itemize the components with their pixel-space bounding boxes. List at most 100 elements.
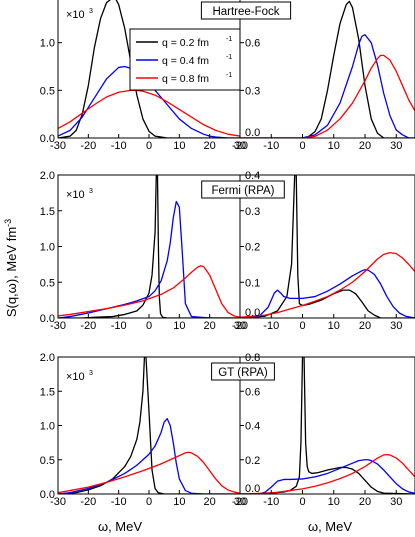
legend-label: q = 0.8 fm xyxy=(162,73,209,85)
x-tick-label: -10 xyxy=(263,496,279,508)
y-tick-label: 0.2 xyxy=(245,455,260,467)
y-tick-label: 1.5 xyxy=(40,386,55,398)
row-label-box xyxy=(200,1,292,20)
x-tick-label: -20 xyxy=(232,496,248,508)
row-label-box xyxy=(201,180,285,199)
x-tick-label: 10 xyxy=(173,320,185,332)
x-tick-label: 0 xyxy=(146,496,152,508)
x-tick-label: 30 xyxy=(390,140,402,152)
y-tick-label: 0.0 xyxy=(245,127,260,139)
y-tick-label: 0.4 xyxy=(245,170,260,182)
series-line xyxy=(58,175,240,318)
y-tick-label: 0.5 xyxy=(40,85,55,97)
x-tick-label: 10 xyxy=(328,496,340,508)
row-label-box xyxy=(211,362,275,381)
x-tick-label: -20 xyxy=(232,140,248,152)
y-tick-label: 0.0 xyxy=(245,483,260,495)
y-tick-label: 0.0 xyxy=(40,133,55,145)
x-tick-label: 30 xyxy=(390,496,402,508)
x-tick-label: 30 xyxy=(234,140,246,152)
x-tick-label: -30 xyxy=(50,140,66,152)
y-tick-label: 0.0 xyxy=(245,307,260,319)
x-tick-label: 0 xyxy=(299,496,305,508)
series-line xyxy=(58,200,240,318)
x-axis-label-right: ω, MeV xyxy=(308,519,352,534)
panel: -30 -20 -10 0 10 20 30 0.0 0.5 1.0 ×10 3 xyxy=(40,0,246,152)
series-line xyxy=(58,0,240,138)
y-tick-label: 0.0 xyxy=(40,489,55,501)
x-tick-label: -20 xyxy=(80,320,96,332)
legend-label: q = 0.4 fm xyxy=(162,55,209,67)
x-axis-label-left: ω, MeV xyxy=(98,519,142,534)
y-tick-label: 0.6 xyxy=(245,386,260,398)
y-tick-label: 0.5 xyxy=(40,455,55,467)
x-tick-label: 30 xyxy=(390,320,402,332)
series-line xyxy=(58,357,240,494)
y-tick-label: 0.1 xyxy=(245,277,260,289)
panel: -20 -10 0 10 20 300.00.30.6 xyxy=(232,0,415,152)
scale-exponent: 3 xyxy=(89,370,93,377)
series-line xyxy=(240,459,415,494)
panel: -30 -20 -10 0 10 20 30 0.0 0.5 1.0 1.5 2.0 ×10 3 xyxy=(40,352,246,508)
x-tick-label: 20 xyxy=(204,140,216,152)
legend-exponent: -1 xyxy=(226,72,232,79)
scale-multiplier: ×10 xyxy=(66,189,85,201)
x-tick-label: -10 xyxy=(111,496,127,508)
x-tick-label: -30 xyxy=(50,320,66,332)
series-line xyxy=(58,265,240,318)
panel: -20 -10 0 10 20 300.00.20.40.60.8 xyxy=(232,352,415,508)
series-line xyxy=(240,251,415,318)
y-tick-label: 0.3 xyxy=(245,206,260,218)
series-line xyxy=(240,34,415,138)
row-label: Hartree-Fock xyxy=(212,6,279,18)
x-tick-label: 30 xyxy=(234,496,246,508)
x-tick-label: 20 xyxy=(204,496,216,508)
x-tick-label: 10 xyxy=(328,140,340,152)
legend-exponent: -1 xyxy=(226,54,232,61)
legend-exponent: -1 xyxy=(226,36,232,43)
x-tick-label: 20 xyxy=(359,320,371,332)
panel-frame xyxy=(239,0,415,139)
x-tick-label: 20 xyxy=(359,496,371,508)
x-tick-label: 20 xyxy=(359,140,371,152)
series-line xyxy=(58,417,240,494)
x-tick-label: -10 xyxy=(111,320,127,332)
y-tick-label: 1.0 xyxy=(40,38,55,50)
x-tick-label: 10 xyxy=(328,320,340,332)
x-tick-label: 0 xyxy=(146,140,152,152)
x-tick-label: 30 xyxy=(234,320,246,332)
series-line xyxy=(58,451,240,494)
scale-multiplier: ×10 xyxy=(66,9,85,21)
y-axis-label: S(q,ω), MeV fm-3 xyxy=(3,219,19,317)
x-tick-label: -10 xyxy=(263,320,279,332)
y-tick-label: 0.3 xyxy=(245,85,260,97)
series-line xyxy=(240,54,415,138)
scale-exponent: 3 xyxy=(89,188,93,195)
series-line xyxy=(240,175,415,318)
x-tick-label: 10 xyxy=(173,496,185,508)
scale-multiplier: ×10 xyxy=(66,371,85,383)
y-tick-label: 0.0 xyxy=(40,313,55,325)
x-tick-label: -10 xyxy=(111,140,127,152)
x-tick-label: 20 xyxy=(204,320,216,332)
y-tick-label: 1.0 xyxy=(40,242,55,254)
y-tick-label: 2.0 xyxy=(40,170,55,182)
x-tick-label: -20 xyxy=(80,140,96,152)
legend-label: q = 0.2 fm xyxy=(162,37,209,49)
panel: -20 -10 0 10 20 300.00.10.20.30.4 xyxy=(232,170,415,332)
x-tick-label: -20 xyxy=(232,320,248,332)
y-tick-label: 0.5 xyxy=(40,277,55,289)
y-tick-label: 0.6 xyxy=(245,38,260,50)
x-tick-label: -10 xyxy=(263,140,279,152)
y-tick-label: 1.0 xyxy=(40,421,55,433)
y-tick-label: 0.2 xyxy=(245,242,260,254)
row-label: GT (RPA) xyxy=(218,367,268,379)
series-line xyxy=(240,269,415,318)
series-line xyxy=(240,0,415,138)
row-label: Fermi (RPA) xyxy=(211,185,274,197)
x-tick-label: 0 xyxy=(299,140,305,152)
series-line xyxy=(58,89,240,137)
y-tick-label: 2.0 xyxy=(40,352,55,364)
x-tick-label: 0 xyxy=(146,320,152,332)
